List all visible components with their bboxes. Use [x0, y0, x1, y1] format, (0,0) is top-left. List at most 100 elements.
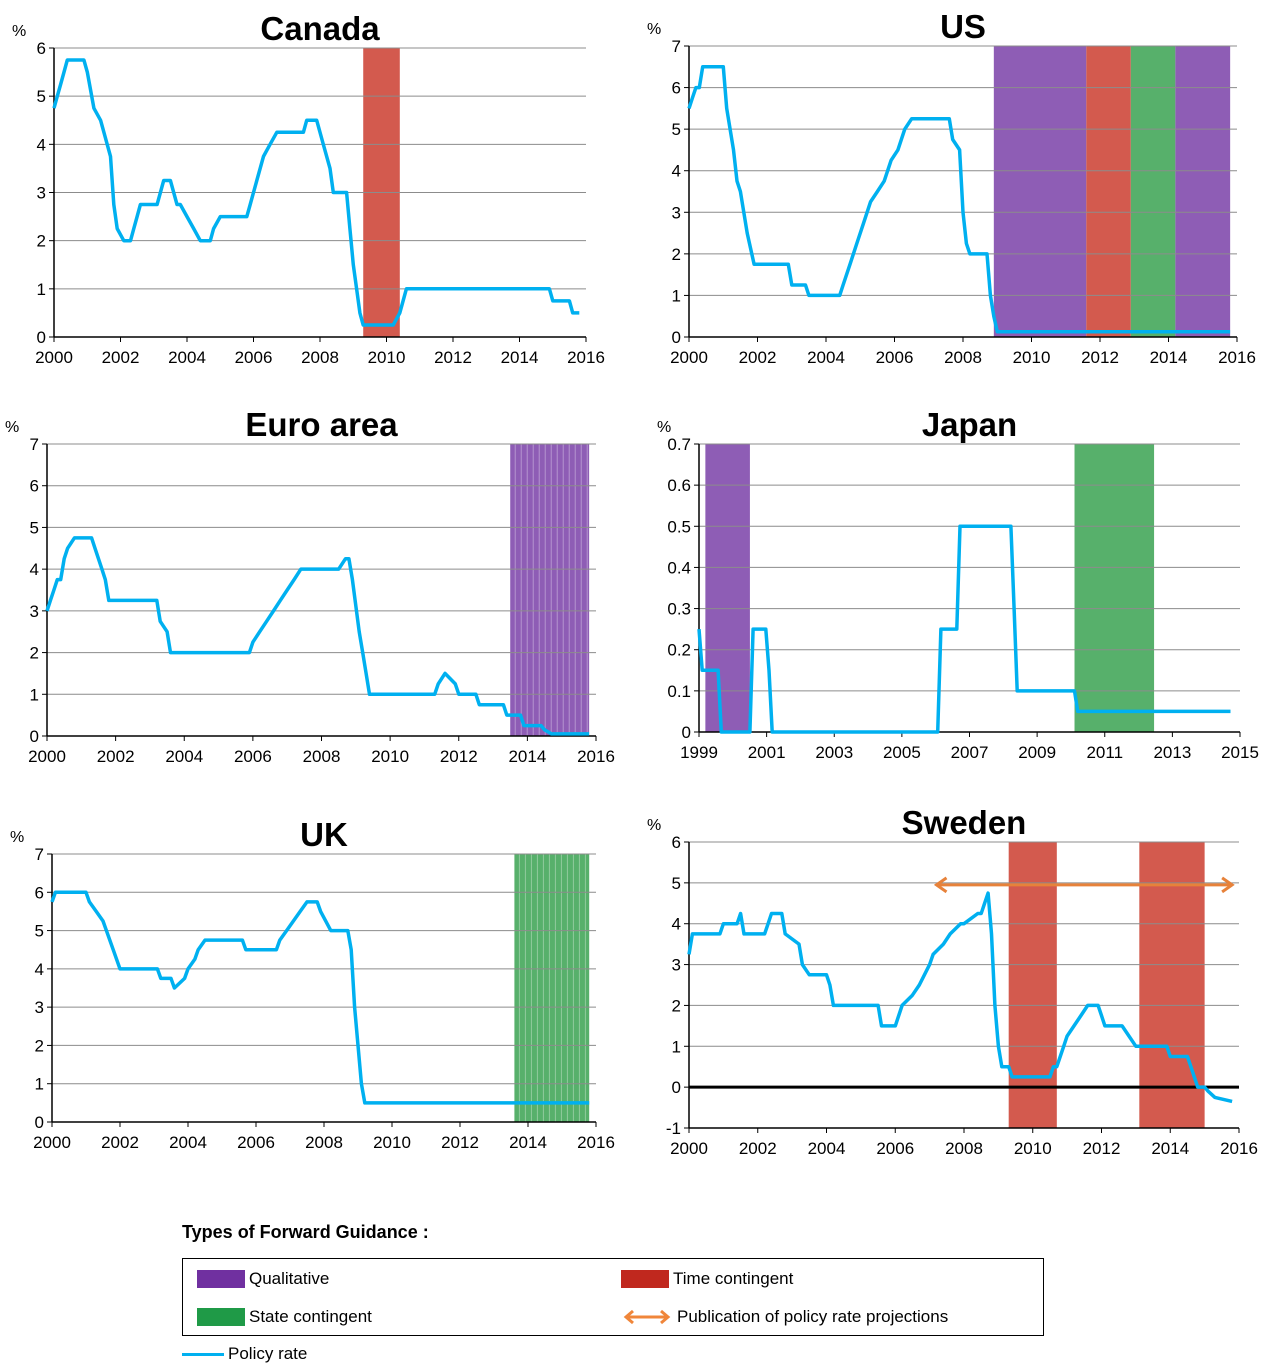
- legend-item-projections: Publication of policy rate projections: [621, 1305, 948, 1329]
- qualitative-swatch: [197, 1270, 245, 1288]
- legend-qualitative-label: Qualitative: [249, 1269, 330, 1288]
- legend-title: Types of Forward Guidance :: [182, 1222, 429, 1242]
- y-tick-label: 0: [35, 1113, 44, 1132]
- y-unit-label: %: [657, 419, 671, 436]
- x-tick-label: 2014: [1150, 348, 1188, 367]
- x-tick-label: 2010: [1014, 1139, 1052, 1158]
- y-tick-label: 3: [35, 998, 44, 1017]
- x-tick-label: 2014: [509, 1133, 547, 1152]
- policy-rate-line: [52, 58, 580, 327]
- chart-panel-5: 0 1 2 3 4 5 6 7 2000 2002 2004 2006 2008 2010 2012 2014…: [10, 816, 615, 1152]
- y-tick-label: 6: [672, 79, 681, 98]
- x-tick-label: 2002: [102, 348, 140, 367]
- x-tick-label: 2007: [951, 743, 989, 762]
- x-tick-label: 2008: [944, 348, 982, 367]
- x-tick-label: 2016: [1218, 348, 1256, 367]
- y-unit-label: %: [647, 817, 661, 834]
- x-tick-label: 2012: [441, 1133, 479, 1152]
- legend-projections-label: Publication of policy rate projections: [677, 1307, 949, 1326]
- x-tick-label: 2006: [876, 348, 914, 367]
- y-tick-label: 7: [35, 845, 44, 864]
- x-tick-label: 2011: [1086, 743, 1123, 762]
- y-tick-label: 5: [672, 874, 681, 893]
- x-tick-label: 2006: [234, 747, 272, 766]
- x-tick-label: 2000: [670, 348, 708, 367]
- x-tick-label: 2008: [301, 348, 339, 367]
- x-tick-label: 2004: [168, 348, 206, 367]
- y-tick-label: 0.1: [667, 682, 691, 701]
- y-unit-label: %: [12, 23, 26, 40]
- x-tick-label: 2006: [237, 1133, 275, 1152]
- y-tick-label: 0: [682, 723, 691, 742]
- projection-arrowhead-left: [933, 876, 948, 894]
- y-tick-label: 4: [35, 960, 44, 979]
- y-tick-label: 5: [35, 922, 44, 941]
- legend-item-state-contingent: State contingent: [197, 1305, 372, 1329]
- state-contingent-swatch: [197, 1308, 245, 1326]
- projection-arrowhead-right: [1221, 876, 1235, 894]
- x-tick-label: 2012: [440, 747, 478, 766]
- legend-item-time-contingent: Time contingent: [621, 1267, 793, 1291]
- x-tick-label: 2008: [945, 1139, 983, 1158]
- x-tick-label: 2014: [1151, 1139, 1189, 1158]
- chart-panel-1: 0 1 2 3 4 5 6 2000 2002 2004 2006 2008 2010 2012 2014 2…: [12, 10, 605, 367]
- y-tick-label: 5: [672, 120, 681, 139]
- y-tick-label: 6: [37, 39, 46, 58]
- y-tick-label: 0.5: [667, 517, 691, 536]
- x-tick-label: 2016: [1220, 1139, 1258, 1158]
- y-tick-label: 0: [672, 1078, 681, 1097]
- band-time-contingent: [1086, 46, 1131, 337]
- y-tick-label: 4: [672, 162, 681, 181]
- y-unit-label: %: [5, 419, 19, 436]
- x-tick-label: 2003: [815, 743, 853, 762]
- y-tick-label: -1: [666, 1119, 681, 1138]
- chart-title: US: [940, 8, 986, 45]
- y-tick-label: 0.2: [667, 641, 691, 660]
- band-state-contingent: [1130, 46, 1176, 337]
- chart-title: Euro area: [245, 406, 398, 443]
- x-tick-label: 2012: [1081, 348, 1119, 367]
- x-tick-label: 2010: [373, 1133, 411, 1152]
- x-tick-label: 1999: [680, 743, 718, 762]
- y-tick-label: 0: [672, 328, 681, 347]
- y-tick-label: 7: [30, 435, 39, 454]
- policy-rate-line: [687, 891, 1233, 1104]
- y-tick-label: 1: [672, 286, 681, 305]
- band-qualitative: [705, 444, 750, 732]
- x-tick-label: 2004: [165, 747, 203, 766]
- x-tick-label: 2016: [577, 747, 615, 766]
- chart-panel-6: -1 0 1 2 3 4 5 6 2000 2002 2004 2006 2008 2010 2012 201…: [647, 804, 1258, 1158]
- x-tick-label: 2014: [508, 747, 546, 766]
- policy-rate-line: [50, 890, 590, 1105]
- y-tick-label: 0.7: [667, 435, 691, 454]
- x-tick-label: 2002: [739, 348, 777, 367]
- chart-panel-2: 0 1 2 3 4 5 6 7 2000 2002 2004 2006 2008 2010 2012 2014…: [647, 8, 1256, 367]
- y-tick-label: 2: [35, 1036, 44, 1055]
- y-tick-label: 2: [37, 232, 46, 251]
- y-tick-label: 2: [30, 644, 39, 663]
- double-arrow-icon: [623, 1309, 671, 1325]
- chart-panel-3: 0 1 2 3 4 5 6 7 2000 2002 2004 2006 2008 2010 2012 2014…: [5, 406, 615, 766]
- y-tick-label: 4: [30, 560, 39, 579]
- y-tick-label: 4: [37, 135, 46, 154]
- band-state-contingent: [514, 854, 590, 1122]
- y-tick-label: 4: [672, 915, 681, 934]
- y-unit-label: %: [10, 829, 24, 846]
- y-tick-label: 0.4: [667, 558, 691, 577]
- x-tick-label: 2002: [97, 747, 135, 766]
- y-tick-label: 3: [30, 602, 39, 621]
- y-tick-label: 2: [672, 245, 681, 264]
- legend-item-policy-rate: Policy rate: [182, 1344, 307, 1364]
- legend-item-qualitative: Qualitative: [197, 1267, 329, 1291]
- legend-policy-rate-label: Policy rate: [228, 1344, 308, 1363]
- band-state-contingent: [1074, 444, 1155, 732]
- y-tick-label: 0.6: [667, 476, 691, 495]
- x-tick-label: 2008: [303, 747, 341, 766]
- x-tick-label: 2013: [1153, 743, 1191, 762]
- y-tick-label: 3: [672, 203, 681, 222]
- y-tick-label: 5: [30, 518, 39, 537]
- y-unit-label: %: [647, 21, 661, 38]
- x-tick-label: 2002: [101, 1133, 139, 1152]
- x-tick-label: 2000: [35, 348, 73, 367]
